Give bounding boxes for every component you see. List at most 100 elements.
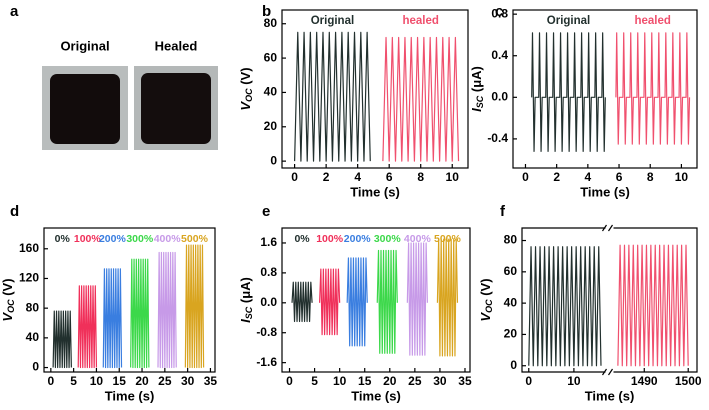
y-tick-label: -1.6 [256,355,277,369]
x-tick-label: 2 [553,170,560,184]
x-tick-label: 5 [311,374,318,388]
series-line [184,244,205,369]
series-label: 0% [55,233,71,245]
x-tick-label: 4 [354,170,361,184]
axis-break [602,224,613,376]
x-tick-label: 15 [358,374,372,388]
series-line [436,238,459,357]
y-tick-label: 0.0 [491,89,508,103]
y-axis-label-part: (μA) [238,277,253,307]
x-tick-label: 25 [158,374,172,388]
y-axis-label-part: SC [475,95,485,108]
x-tick-label: 1500 [675,374,702,388]
series-line [528,246,602,367]
x-tick-label: 20 [135,374,149,388]
x-axis-label: Time (s) [350,184,400,199]
x-tick-label: 10 [333,374,347,388]
y-tick-label: 0 [510,358,517,372]
x-tick-label: 8 [417,170,424,184]
x-tick-label: 30 [433,374,447,388]
axis-frame [512,9,698,169]
series-line [615,32,691,145]
series-line [157,251,177,369]
x-tick-label: 15 [113,374,127,388]
y-axis-label-part: V [478,312,493,322]
series-line [130,258,150,369]
y-tick-label: 20 [504,327,518,341]
x-tick-label: 0 [47,374,54,388]
series-line [291,281,313,323]
y-tick-label: 80 [26,300,40,314]
y-axis-label-part: V [0,312,15,322]
x-tick-label: 35 [204,374,218,388]
series-line [102,268,123,369]
sample-original [50,74,120,144]
y-tick-label: 160 [19,241,39,255]
x-tick-label: 0 [522,170,529,184]
x-tick-label: 35 [458,374,472,388]
series-line [52,310,72,369]
panel-letter: c [495,3,503,20]
x-axis-label: Time (s) [105,388,155,403]
y-axis-label-part: (V) [0,278,15,299]
photo-caption: Healed [155,38,198,53]
y-axis-label: ISC (μA) [238,277,254,323]
y-tick-label: 0.4 [491,48,508,62]
x-axis-label: Time (s) [351,388,401,403]
y-tick-label: 0 [270,153,277,167]
series-line [346,257,368,347]
series-label: 100% [316,233,344,245]
x-tick-label: 6 [616,170,623,184]
y-axis-label-part: OC [244,88,254,102]
y-axis-label: VOC (V) [0,278,16,321]
x-tick-label: 25 [408,374,422,388]
x-tick-label: 0 [286,374,293,388]
y-axis-label-part: I [469,108,484,112]
x-tick-label: 2 [323,170,330,184]
axis-frame [281,9,469,169]
series-label: 0% [294,233,310,245]
y-axis-label-part: OC [484,299,494,313]
series-label: 300% [126,233,154,245]
series-label: Original [547,15,590,27]
series-label: 500% [434,233,462,245]
y-tick-label: 40 [504,295,518,309]
y-axis-label: VOC (V) [238,67,254,110]
x-tick-label: 1490 [631,374,658,388]
axis-frame [521,227,698,373]
y-tick-label: 1.6 [260,235,277,249]
y-tick-label: 0 [32,360,39,374]
series-line [617,244,689,367]
y-axis-label-part: I [238,319,253,323]
series-line [382,36,460,162]
axis-frame [43,227,216,373]
x-tick-label: 20 [383,374,397,388]
y-axis-label-part: (V) [238,67,253,88]
y-tick-label: -0.4 [487,131,508,145]
series-label: 200% [99,233,127,245]
x-tick-label: 10 [446,170,460,184]
y-tick-label: 80 [504,233,518,247]
x-tick-label: 10 [567,374,581,388]
y-tick-label: 60 [264,50,278,64]
series-label: 500% [181,233,209,245]
y-axis-label-part: V [238,101,253,111]
panel-letter: f [500,203,506,220]
y-axis-label-part: (μA) [469,66,484,96]
series-label: 400% [404,233,432,245]
series-label: 100% [74,233,102,245]
y-tick-label: 80 [264,16,278,30]
photo-caption: Original [60,38,109,53]
annotation: ~3000 Cycles [575,233,644,245]
x-tick-label: 6 [386,170,393,184]
series-label: Original [311,15,354,27]
sample-healed [141,73,211,144]
y-tick-label: 60 [504,264,518,278]
series-label: 200% [344,233,372,245]
series-line [77,285,98,369]
series-line [376,249,398,354]
x-tick-label: 8 [647,170,654,184]
y-axis-label-part: SC [244,306,254,319]
x-tick-label: 0 [525,374,532,388]
x-tick-label: 30 [181,374,195,388]
